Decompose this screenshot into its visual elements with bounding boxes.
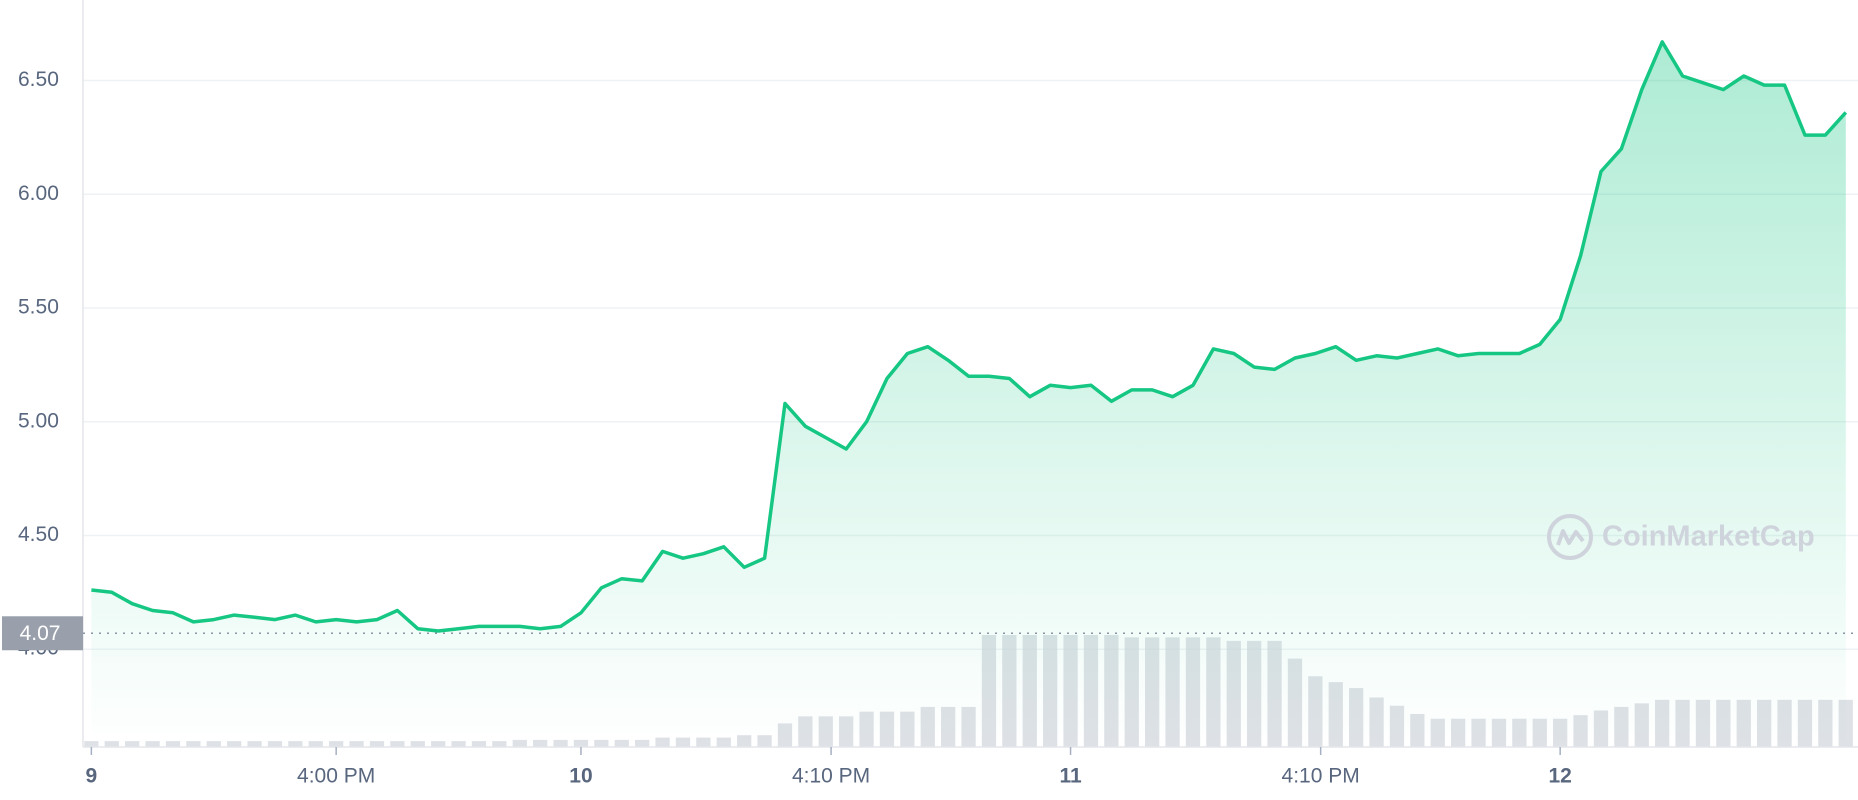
- current-price-label: 4.07: [20, 622, 61, 645]
- y-tick-label: 5.50: [18, 296, 59, 319]
- y-tick-label: 6.50: [18, 68, 59, 91]
- watermark-logo-wave: [1556, 529, 1585, 546]
- x-tick-label: 9: [86, 765, 98, 788]
- y-tick-label: 6.00: [18, 182, 59, 205]
- volume-bar: [84, 741, 99, 747]
- y-tick-label: 5.00: [18, 409, 59, 432]
- watermark-text: CoinMarketCap: [1602, 521, 1815, 553]
- x-tick-label: 4:10 PM: [792, 765, 870, 788]
- watermark-logo: [1547, 514, 1593, 560]
- current-price-box: [2, 616, 83, 651]
- x-tick-label: 4:00 PM: [297, 765, 375, 788]
- x-tick-label: 10: [569, 765, 592, 788]
- x-tick-label: 11: [1059, 765, 1082, 788]
- price-area: [91, 41, 1846, 747]
- x-tick-label: 12: [1548, 765, 1571, 788]
- price-line: [91, 40, 1848, 633]
- y-tick-label: 4.50: [18, 523, 59, 546]
- x-tick-label: 4:10 PM: [1282, 765, 1360, 788]
